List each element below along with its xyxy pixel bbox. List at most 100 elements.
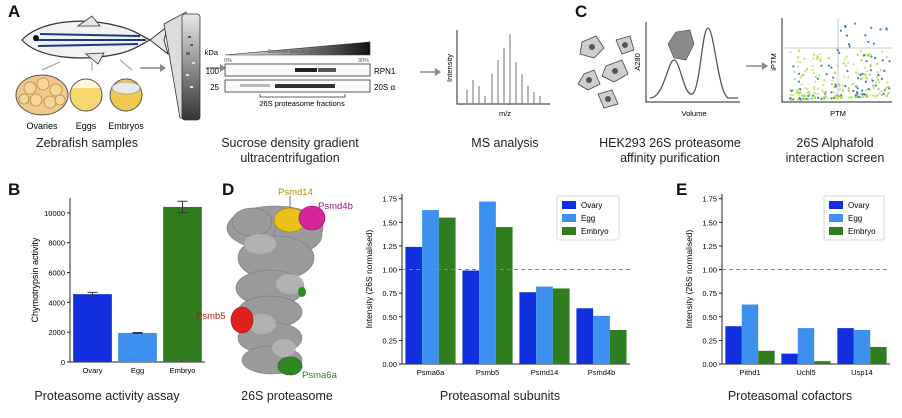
scatter-dot-decoration (811, 64, 815, 67)
scatter-dot-decoration (830, 91, 833, 94)
bar-psmb5-egg (479, 201, 496, 364)
legend-swatch (829, 227, 843, 235)
ms-spectrum-icon (456, 30, 550, 105)
bar-psmb5-ovary (462, 270, 480, 364)
psma6a-subunit (277, 356, 303, 376)
panel-a-illustration: Ovaries Eggs Embryos Sucrose density gra… (15, 11, 892, 131)
scatter-dot-decoration (832, 76, 835, 79)
embryos-icon (109, 78, 143, 112)
scatter-dot-decoration (796, 60, 799, 63)
scatter-dot-decoration (883, 69, 886, 72)
scatter-dot-decoration (831, 97, 835, 100)
scatter-dot-decoration (789, 51, 792, 54)
scatter-dot-decoration (799, 98, 802, 101)
scatter-dot-decoration (877, 74, 880, 77)
bar-usp14-egg (853, 330, 871, 364)
bar-psmd14-ovary (519, 292, 537, 364)
bar-psmd14-embryo (552, 288, 570, 364)
scatter-dot-decoration (868, 53, 872, 56)
b-y-tick-label: 4000 (48, 298, 65, 307)
caption-alphafold-line2: interaction screen (785, 151, 885, 165)
mw-100-label: 100 (206, 67, 220, 76)
scatter-dot-decoration (844, 25, 847, 28)
kda-label: kDa (205, 48, 219, 57)
scatter-dot-decoration (824, 90, 827, 93)
b-bar-egg (118, 332, 157, 362)
y-tick-label: 0.00 (702, 360, 717, 369)
bar-uchl5-ovary (781, 353, 798, 364)
scatter-dot-decoration (791, 94, 794, 97)
scatter-dot-decoration (816, 77, 820, 80)
scatter-dot-decoration (880, 77, 884, 80)
scatter-dot-decoration (822, 97, 825, 100)
caption-26s-proteasome: 26S proteasome (241, 389, 333, 403)
scatter-dot-decoration (800, 83, 803, 86)
bar-psma6a-egg (422, 210, 439, 364)
scatter-dot-decoration (823, 79, 826, 82)
scatter-dot-decoration (847, 89, 851, 92)
scatter-dot-decoration (809, 98, 812, 101)
bar-uchl5-egg (797, 328, 815, 364)
scatter-dot-decoration (854, 22, 857, 25)
scatter-dot-decoration (844, 64, 848, 67)
bar-psma6a-embryo (438, 217, 456, 364)
scatter-dot-decoration (858, 96, 861, 99)
scatter-dot-decoration (844, 85, 847, 88)
scatter-dot-decoration (811, 94, 815, 97)
scatter-dot-decoration (843, 58, 846, 61)
bar-pithd1-ovary (725, 326, 742, 364)
scatter-dot-decoration (813, 97, 817, 100)
bar-psmd4b-embryo (609, 330, 627, 364)
scatter-dot-decoration (793, 70, 796, 73)
scatter-dot-decoration (834, 95, 838, 98)
caption-proteasomal-subunits: Proteasomal subunits (439, 389, 561, 403)
scatter-dot-decoration (789, 98, 792, 101)
legend-label-embryo: Embryo (848, 227, 876, 236)
scatter-dot-decoration (803, 57, 806, 60)
scatter-dot-decoration (797, 80, 801, 83)
y-tick-label: 0.25 (702, 336, 717, 345)
scatter-dot-decoration (878, 92, 881, 95)
y-tick-label: 0.75 (702, 289, 717, 298)
scatter-dot-decoration (861, 72, 864, 75)
scatter-dot-decoration (852, 89, 855, 92)
chart-d-subunits: 0.00 0.25 0.50 0.75 1.00 1.25 1.50 1.75 Intensit… (364, 194, 630, 377)
scatter-dot-decoration (847, 76, 850, 79)
scatter-dot-decoration (856, 92, 859, 95)
b-bar-embryo (163, 206, 202, 362)
scatter-dot-decoration (869, 88, 872, 91)
scatter-dot-decoration (842, 62, 845, 65)
scatter-dot-decoration (850, 83, 854, 86)
scatter-dot-decoration (885, 27, 888, 30)
b-y-tick-label: 10000 (44, 209, 65, 218)
scatter-dot-decoration (847, 87, 850, 90)
scatter-dot-decoration (863, 93, 866, 96)
scatter-dot-decoration (856, 87, 859, 90)
scatter-dot-decoration (872, 86, 875, 90)
legend-label-egg: Egg (848, 214, 862, 223)
scatter-dot-decoration (875, 81, 878, 84)
scatter-dot-decoration (797, 49, 801, 52)
scatter-dot-decoration (823, 97, 826, 100)
scatter-dot-decoration (816, 87, 820, 90)
scatter-dot-decoration (847, 61, 850, 64)
scatter-dot-decoration (816, 57, 819, 60)
alphafold-scatter-icon (781, 18, 892, 103)
scatter-dot-decoration (859, 73, 862, 76)
scatter-dot-decoration (877, 71, 880, 74)
scatter-dot-decoration (834, 85, 838, 88)
scatter-dot-decoration (812, 57, 815, 60)
legend-label-embryo: Embryo (581, 227, 609, 236)
scatter-dot-decoration (867, 46, 870, 49)
chart-e-cofactors: 0.00 0.25 0.50 0.75 1.00 1.25 1.50 1.75 Intensit… (684, 194, 890, 377)
scatter-dot-decoration (861, 95, 864, 98)
scatter-dot-decoration (820, 64, 823, 67)
scatter-dot-decoration (888, 60, 891, 63)
x-tick-label: Pithd1 (739, 368, 760, 377)
bar-psmd14-egg (536, 286, 553, 364)
y-tick-label: 1.75 (382, 195, 397, 204)
scatter-dot-decoration (836, 64, 839, 67)
scatter-dot-decoration (877, 88, 880, 91)
scatter-dot-decoration (868, 73, 871, 76)
scatter-dot-decoration (795, 89, 798, 92)
